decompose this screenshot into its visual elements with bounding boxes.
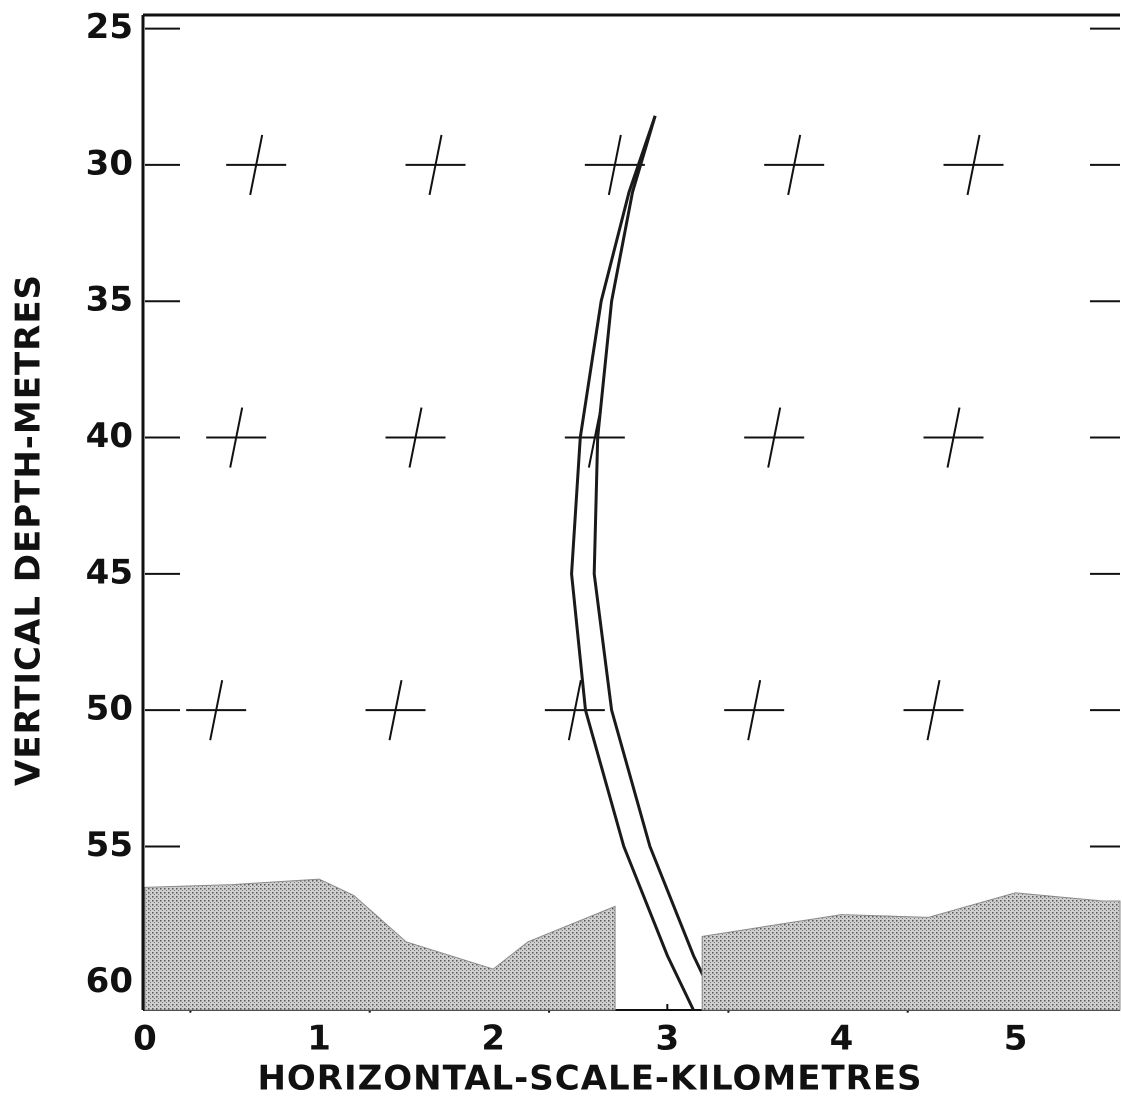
x-tick-label: 0: [133, 1019, 157, 1059]
y-tick-label: 50: [86, 689, 133, 729]
y-axis-title: VERTICAL DEPTH-METRES: [9, 274, 49, 786]
trace-line: [572, 116, 694, 1010]
x-tick-label: 5: [1004, 1019, 1028, 1059]
y-tick-label: 45: [86, 552, 133, 592]
y-tick-label: 25: [86, 7, 133, 47]
x-tick-label: 4: [830, 1019, 854, 1059]
y-tick-label: 35: [86, 280, 133, 320]
chart: HORIZONTAL-SCALE-KILOMETRES VERTICAL DEP…: [0, 0, 1122, 1103]
x-tick-label: 3: [655, 1019, 679, 1059]
seabed-area: [145, 879, 1120, 1010]
x-tick-label: 1: [307, 1019, 331, 1059]
y-tick-label: 40: [86, 416, 133, 456]
y-tick-label: 60: [86, 961, 133, 1001]
y-tick-label: 55: [86, 825, 133, 865]
x-axis-title: HORIZONTAL-SCALE-KILOMETRES: [257, 1059, 922, 1099]
y-tick-label: 30: [86, 143, 133, 183]
x-tick-label: 2: [481, 1019, 505, 1059]
